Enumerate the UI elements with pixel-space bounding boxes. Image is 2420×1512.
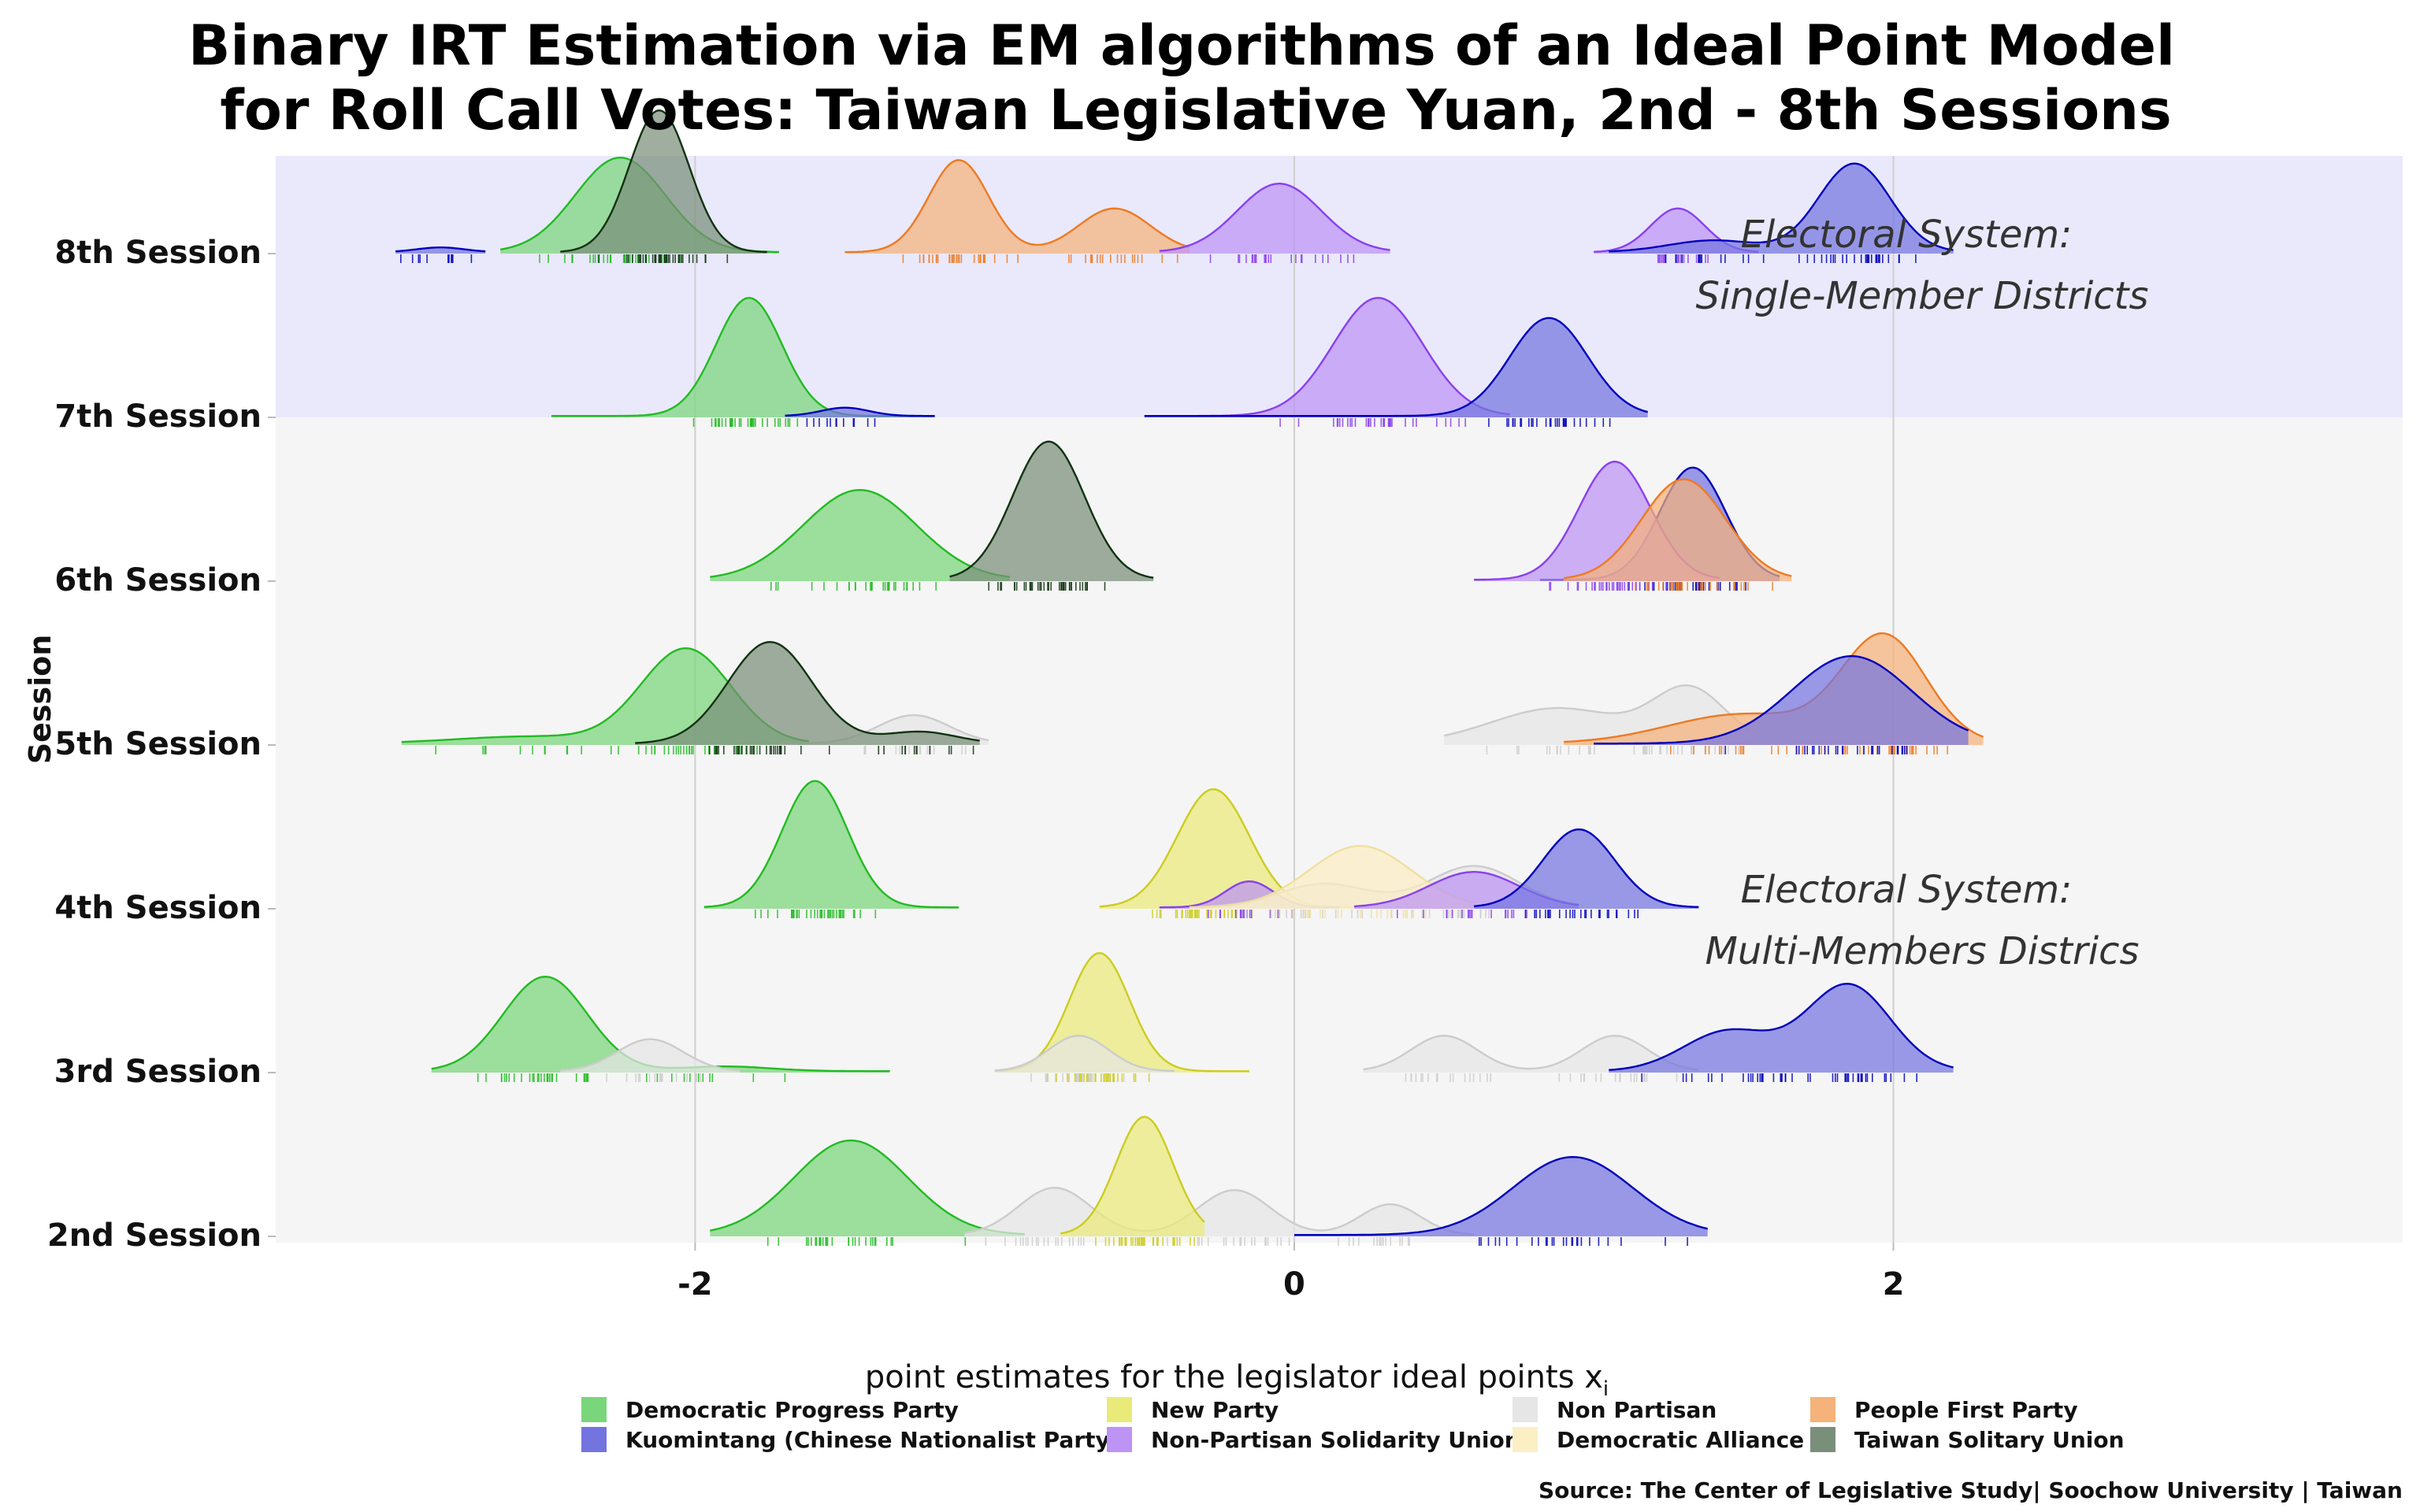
legend-label: Non Partisan — [1557, 1397, 1717, 1423]
ridge-line — [703, 780, 959, 909]
ridge-line — [964, 1186, 1475, 1236]
ridge-area — [560, 1039, 740, 1073]
legend-label: Non-Partisan Solidarity Union — [1151, 1427, 1520, 1453]
legend-swatch — [581, 1427, 607, 1452]
x-tick-label: 2 — [1883, 1266, 1905, 1303]
legend-label: Kuomintang (Chinese Nationalist Party) — [625, 1427, 1120, 1453]
ridge-area — [431, 976, 890, 1073]
annotation-line: Multi-Members Districs — [1706, 929, 2140, 973]
ridge-line — [1443, 684, 1750, 737]
plot-background — [276, 156, 2403, 1243]
ridge-area — [1474, 829, 1699, 909]
session-label: 6th Session — [54, 562, 262, 598]
chart-title-line-2: for Roll Call Votes: Taiwan Legislative … — [220, 78, 2171, 143]
session-label: 4th Session — [54, 890, 262, 926]
source-caption: Source: The Center of Legislative Study|… — [1538, 1477, 2403, 1503]
session-label: 3rd Session — [54, 1054, 262, 1090]
ridge-area — [635, 642, 980, 745]
ridge-line — [1609, 162, 1954, 253]
ridge-line — [949, 440, 1154, 579]
legend-swatch — [1810, 1427, 1835, 1452]
legend-label: Democratic Alliance — [1557, 1427, 1804, 1453]
ridge-line — [1144, 317, 1649, 417]
ridge-area — [395, 247, 486, 254]
ridge-area — [1564, 479, 1792, 581]
legend-swatch — [1512, 1427, 1538, 1452]
x-axis-title: point estimates for the legislator ideal… — [865, 1359, 1609, 1401]
annotation-line: Single-Member Districts — [1696, 274, 2149, 318]
ridge-line — [785, 406, 935, 417]
ridge-line — [1060, 1115, 1205, 1235]
session-label: 8th Session — [54, 235, 262, 271]
x-tick-label: -2 — [677, 1266, 712, 1303]
ridge-line — [710, 488, 1010, 578]
ridge-area — [1609, 163, 1954, 254]
ridge-line — [1294, 1155, 1708, 1236]
ridge-area — [949, 441, 1154, 581]
legend-swatch — [581, 1397, 607, 1422]
legend-label: Taiwan Solitary Union — [1854, 1427, 2125, 1453]
ridge-area — [844, 160, 1190, 254]
x-axis-title-main: point estimates for the legislator ideal… — [865, 1359, 1603, 1395]
ridge-line — [395, 246, 486, 253]
ridge-area — [785, 407, 935, 417]
session-label: 7th Session — [54, 398, 262, 435]
annotation-line: Electoral System: — [1741, 213, 2073, 257]
legend-swatch — [1512, 1397, 1538, 1422]
ridge-line — [1159, 183, 1390, 252]
ridge-area — [1189, 846, 1475, 909]
legend-label: Democratic Progress Party — [625, 1397, 959, 1423]
ridge-line — [710, 1139, 1025, 1236]
x-tick-label: 0 — [1283, 1266, 1305, 1303]
axis-labels: 2nd Session 3rd Session 4th Session 5th Ses… — [47, 235, 1905, 1303]
ridge-line — [1594, 655, 1969, 745]
ridge-line — [560, 109, 767, 254]
ridge-area — [1609, 984, 1954, 1073]
density-ridges — [395, 109, 1984, 1236]
ridge-line — [560, 1038, 740, 1072]
ridge-line — [844, 159, 1190, 254]
ridge-area — [560, 110, 767, 254]
ridge-line — [994, 1034, 1175, 1073]
ridge-line — [1363, 1034, 1699, 1071]
annotations: Electoral System: Single-Member Districts… — [1696, 213, 2149, 973]
ridge-line — [1564, 478, 1792, 580]
ridge-area — [710, 490, 1010, 581]
ridge-line — [635, 640, 980, 744]
ridge-line — [1189, 844, 1475, 909]
chart-title-line-1: Binary IRT Estimation via EM algorithms … — [188, 13, 2175, 78]
legend: Democratic Progress Party Kuomintang (Chi… — [581, 1397, 2125, 1453]
ridge-area — [1099, 789, 1369, 909]
rug-ticks — [399, 254, 1948, 1246]
ridge-area — [1159, 183, 1390, 254]
ridge-area — [551, 298, 935, 417]
ridge-line — [1609, 982, 1954, 1071]
region-band — [276, 417, 2403, 1243]
ridge-area — [1144, 298, 1510, 417]
legend-label: People First Party — [1854, 1397, 2078, 1423]
session-label: 2nd Session — [47, 1217, 262, 1254]
legend-swatch — [1107, 1427, 1132, 1452]
annotation-line: Electoral System: — [1741, 868, 2073, 912]
legend-swatch — [1107, 1397, 1132, 1422]
ridge-area — [703, 780, 959, 909]
legend-label: New Party — [1151, 1397, 1279, 1423]
y-axis-title: Session — [23, 635, 58, 765]
ridge-area — [1144, 317, 1648, 417]
x-axis-title-subscript: i — [1603, 1377, 1609, 1401]
ridge-area — [1159, 881, 1339, 909]
session-label: 5th Session — [54, 726, 262, 762]
ridge-area — [1363, 1036, 1699, 1073]
legend-swatch — [1810, 1397, 1835, 1422]
ridge-line — [1474, 828, 1699, 908]
ridge-area — [1294, 1157, 1708, 1236]
